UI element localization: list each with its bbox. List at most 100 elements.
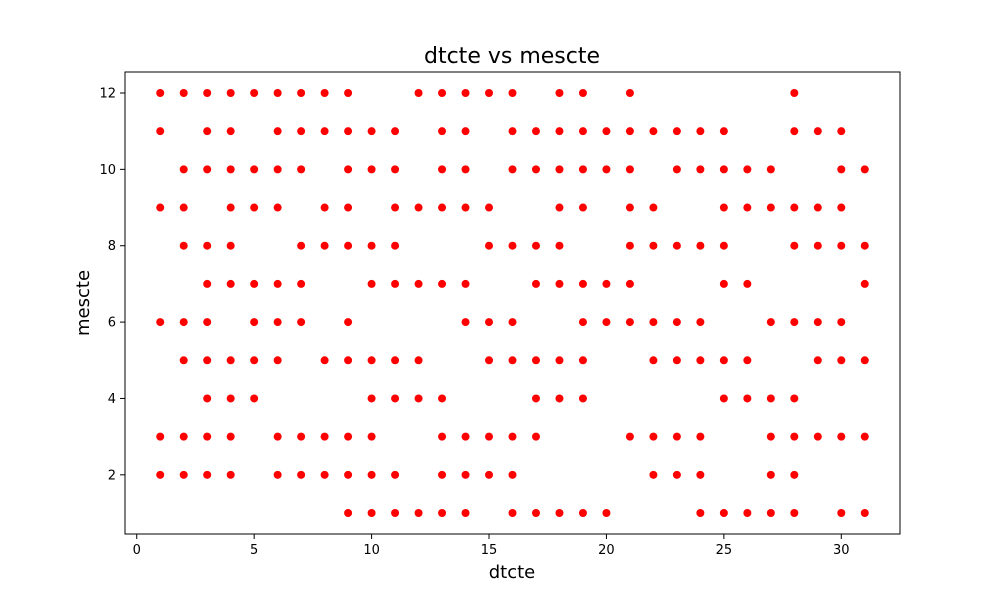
data-point (461, 470, 470, 479)
data-point (837, 356, 846, 365)
data-point (813, 127, 822, 136)
data-point (531, 356, 540, 365)
data-point (203, 165, 212, 174)
y-tick-label: 4 (108, 392, 116, 407)
x-tick-label: 15 (481, 543, 498, 558)
x-tick-label: 5 (250, 543, 258, 558)
data-point (508, 509, 517, 517)
data-point (391, 241, 400, 250)
data-point (766, 165, 775, 174)
data-point (485, 318, 494, 327)
data-point (696, 509, 705, 517)
x-tick-label: 25 (716, 543, 733, 558)
data-point (531, 509, 540, 517)
data-point (179, 165, 188, 174)
data-point (625, 127, 634, 136)
data-point (578, 127, 587, 136)
data-point (508, 127, 517, 136)
data-point (719, 356, 728, 365)
data-point (156, 470, 165, 479)
data-point (226, 127, 235, 136)
data-point (766, 509, 775, 517)
data-point (766, 318, 775, 327)
data-point (719, 127, 728, 136)
data-point (203, 356, 212, 365)
y-axis-label: mescte (73, 270, 94, 336)
data-point (555, 509, 564, 517)
chart-title: dtcte vs mescte (424, 44, 600, 69)
data-point (555, 203, 564, 212)
x-tick-label: 30 (833, 543, 850, 558)
data-point (344, 470, 353, 479)
data-points (156, 89, 869, 517)
data-point (625, 318, 634, 327)
data-point (743, 356, 752, 365)
data-point (719, 241, 728, 250)
data-point (297, 127, 306, 136)
data-point (226, 432, 235, 441)
data-point (203, 394, 212, 403)
data-point (837, 127, 846, 136)
data-point (156, 203, 165, 212)
data-point (555, 394, 564, 403)
data-point (743, 509, 752, 517)
data-point (156, 89, 165, 97)
data-point (672, 356, 681, 365)
data-point (226, 89, 235, 97)
data-point (250, 356, 259, 365)
data-point (391, 165, 400, 174)
data-point (203, 127, 212, 136)
data-point (696, 165, 705, 174)
data-point (203, 470, 212, 479)
data-point (344, 203, 353, 212)
data-point (578, 509, 587, 517)
data-point (649, 356, 658, 365)
data-point (696, 241, 705, 250)
data-point (508, 356, 517, 365)
data-point (367, 356, 376, 365)
data-point (578, 203, 587, 212)
data-point (438, 165, 447, 174)
data-point (438, 394, 447, 403)
data-point (226, 470, 235, 479)
data-point (344, 127, 353, 136)
x-tick-label: 0 (133, 543, 141, 558)
data-point (438, 89, 447, 97)
data-point (438, 509, 447, 517)
data-point (531, 432, 540, 441)
data-point (461, 432, 470, 441)
data-point (743, 165, 752, 174)
data-point (344, 509, 353, 517)
data-point (813, 241, 822, 250)
data-point (602, 165, 611, 174)
data-point (461, 203, 470, 212)
data-point (790, 127, 799, 136)
data-point (508, 89, 517, 97)
data-point (320, 432, 329, 441)
data-point (837, 241, 846, 250)
data-point (344, 241, 353, 250)
data-point (860, 356, 869, 365)
data-point (625, 241, 634, 250)
data-point (649, 203, 658, 212)
data-point (297, 318, 306, 327)
data-point (485, 203, 494, 212)
data-point (367, 241, 376, 250)
data-point (578, 356, 587, 365)
data-point (414, 509, 423, 517)
data-point (273, 318, 282, 327)
data-point (860, 165, 869, 174)
data-point (578, 279, 587, 288)
data-point (672, 127, 681, 136)
data-point (743, 203, 752, 212)
x-tick-label: 10 (363, 543, 380, 558)
data-point (438, 279, 447, 288)
data-point (273, 203, 282, 212)
data-point (649, 318, 658, 327)
data-point (461, 89, 470, 97)
data-point (555, 356, 564, 365)
data-point (837, 432, 846, 441)
data-point (344, 318, 353, 327)
data-point (649, 432, 658, 441)
data-point (344, 89, 353, 97)
